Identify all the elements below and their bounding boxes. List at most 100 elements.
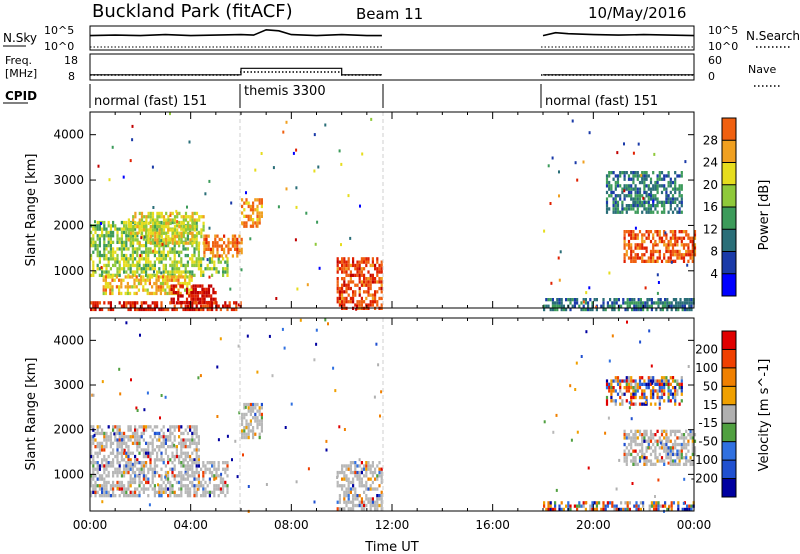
heatmap-cell	[142, 477, 145, 481]
heatmap-cell	[343, 484, 346, 488]
heatmap-cell	[207, 287, 211, 291]
heatmap-cell	[347, 273, 350, 277]
heatmap-cell	[140, 487, 143, 491]
heatmap-cell	[136, 458, 139, 462]
heatmap-cell	[105, 435, 108, 439]
heatmap-cell	[636, 436, 639, 440]
heatmap-cell	[665, 249, 668, 254]
heatmap-cell	[134, 487, 137, 491]
heatmap-cell	[160, 467, 163, 471]
heatmap-cell	[674, 197, 677, 201]
heatmap-cell	[680, 449, 683, 453]
heatmap-cell	[90, 494, 93, 498]
heatmap-cell	[213, 467, 216, 471]
heatmap-cell	[160, 301, 163, 305]
heatmap-cell	[90, 438, 93, 442]
heatmap-cell	[134, 273, 137, 277]
heatmap-cell	[630, 452, 633, 457]
heatmap-cell	[671, 259, 675, 263]
heatmap-cell	[92, 273, 95, 277]
heatmap-cell	[123, 230, 126, 235]
heatmap-cell	[634, 395, 637, 400]
heatmap-cell	[576, 430, 579, 434]
heatmap-cell	[190, 285, 193, 289]
heatmap-cell	[195, 448, 198, 452]
heatmap-cell	[169, 247, 172, 251]
heatmap-cell	[123, 484, 126, 488]
heatmap-cell	[91, 393, 94, 397]
heatmap-cell	[643, 190, 646, 195]
heatmap-cell	[654, 379, 657, 383]
heatmap-cell	[641, 439, 644, 443]
heatmap-cell	[169, 301, 172, 305]
heatmap-cell	[643, 459, 646, 463]
heatmap-cell	[619, 386, 622, 390]
heatmap-cell	[654, 207, 657, 211]
heatmap-cell	[343, 497, 346, 501]
heatmap-cell	[656, 382, 659, 386]
heatmap-cell	[369, 467, 372, 471]
heatmap-cell	[111, 278, 114, 282]
heatmap-cell	[202, 228, 205, 232]
heatmap-cell	[669, 429, 672, 433]
heatmap-cell	[613, 507, 616, 512]
heatmap-cell	[145, 441, 148, 445]
heatmap-cell	[189, 218, 192, 222]
heatmap-cell	[667, 389, 670, 393]
heatmap-cell	[671, 386, 675, 390]
heatmap-cell	[92, 304, 95, 308]
heatmap-cell	[147, 263, 150, 268]
heatmap-cell	[236, 251, 239, 255]
heatmap-cell	[222, 480, 225, 485]
heatmap-cell	[249, 412, 252, 417]
heatmap-cell	[685, 436, 688, 440]
heatmap-cell	[135, 278, 138, 282]
heatmap-cell	[674, 187, 677, 191]
heatmap-cell	[120, 230, 123, 235]
heatmap-cell	[162, 231, 166, 235]
heatmap-cell	[204, 470, 207, 475]
heatmap-cell	[634, 253, 637, 257]
heatmap-cell	[140, 467, 143, 471]
heatmap-cell	[175, 209, 178, 213]
heatmap-cell	[611, 304, 614, 308]
heatmap-cell	[660, 236, 664, 240]
heatmap-cell	[147, 494, 150, 498]
heatmap-cell	[107, 438, 110, 442]
heatmap-cell	[665, 187, 668, 191]
heatmap-cell	[134, 231, 137, 235]
nsky-tick-left-top: 10^5	[44, 24, 74, 37]
heatmap-cell	[138, 484, 141, 488]
heatmap-cell	[222, 484, 225, 488]
heatmap-cell	[245, 432, 248, 436]
heatmap-cell	[167, 307, 170, 312]
heatmap-cell	[171, 484, 174, 488]
heatmap-cell	[149, 454, 152, 459]
heatmap-cell	[554, 504, 557, 508]
heatmap-cell	[595, 305, 598, 309]
heatmap-cell	[108, 178, 111, 182]
heatmap-cell	[667, 395, 670, 400]
heatmap-cell	[258, 198, 261, 202]
heatmap-cell	[588, 131, 591, 135]
heatmap-cell	[136, 260, 139, 264]
heatmap-cell	[127, 425, 130, 429]
heatmap-cell	[654, 439, 657, 443]
heatmap-cell	[162, 263, 165, 268]
heatmap-cell	[671, 442, 675, 447]
heatmap-cell	[195, 247, 198, 251]
heatmap-cell	[627, 187, 631, 191]
heatmap-cell	[654, 449, 657, 453]
heatmap-cell	[118, 240, 121, 244]
heatmap-cell	[118, 367, 121, 371]
heatmap-cell	[356, 474, 359, 478]
heatmap-cell	[649, 256, 653, 260]
heatmap-cell	[374, 470, 377, 475]
heatmap-cell	[365, 494, 368, 498]
heatmap-cell	[116, 257, 119, 261]
heatmap-cell	[585, 291, 588, 295]
heatmap-cell	[240, 247, 243, 251]
heatmap-cell	[175, 451, 178, 455]
heatmap-cell	[360, 503, 363, 508]
heatmap-cell	[671, 449, 675, 453]
